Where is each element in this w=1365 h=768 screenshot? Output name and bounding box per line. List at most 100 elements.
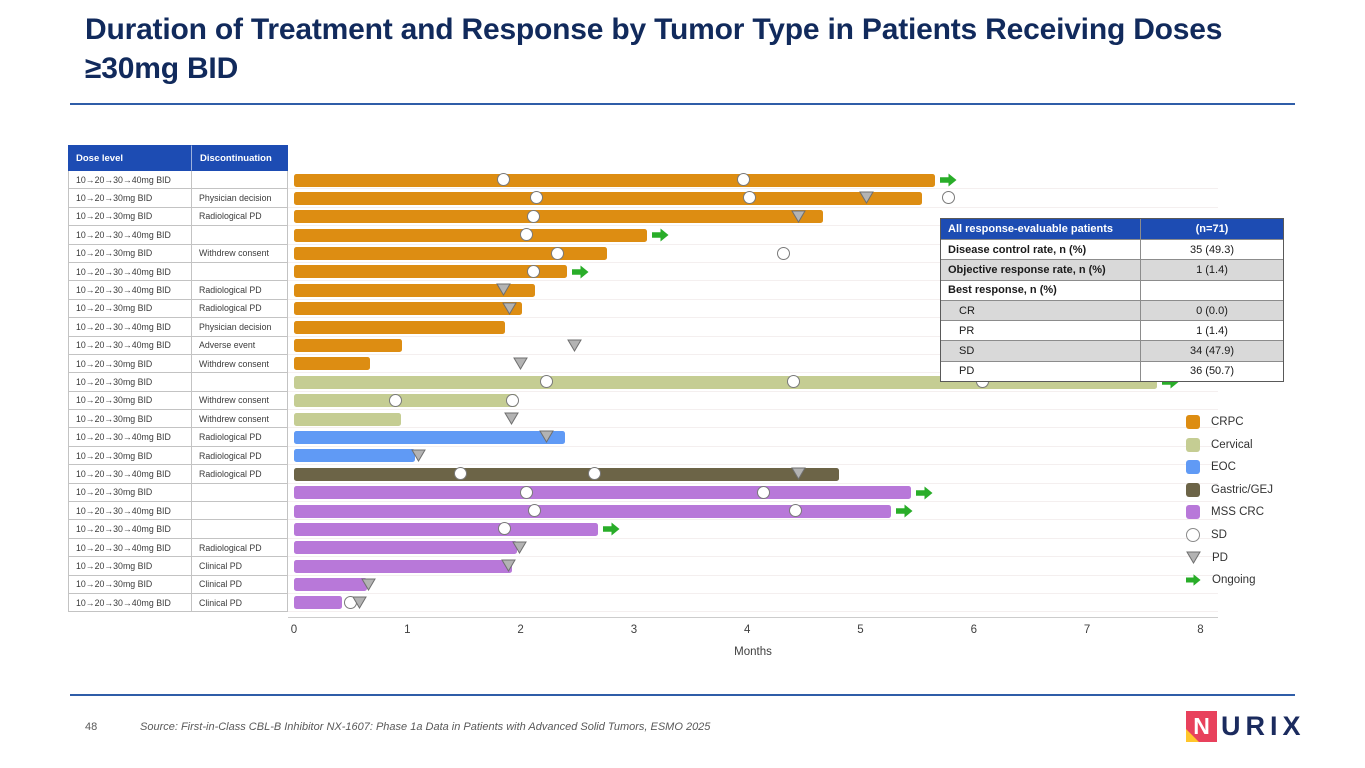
swimmer-lane xyxy=(288,245,1218,263)
summary-table-body: Disease control rate, n (%) 35 (49.3) Obje… xyxy=(941,239,1283,382)
dose-table-header: Dose level Discontinuation xyxy=(68,145,1218,171)
swimmer-row: 10→20→30mg BID Physician decision xyxy=(68,189,1218,208)
discontinuation-cell xyxy=(192,373,288,392)
swimmer-row: 10→20→30mg BID Withdrew consent xyxy=(68,410,1218,429)
swimmer-lane xyxy=(288,318,1218,337)
swimmer-lane xyxy=(288,392,1218,411)
swimmer-lane xyxy=(288,337,1218,355)
summary-row-value: 35 (49.3) xyxy=(1189,243,1235,256)
legend-label: PD xyxy=(1212,551,1228,564)
legend-item: CRPC xyxy=(1186,415,1273,429)
discontinuation-cell: Adverse event xyxy=(192,336,288,355)
summary-row-value: 1 (1.4) xyxy=(1196,324,1228,337)
dose-level-cell: 10→20→30→40mg BID xyxy=(68,318,192,337)
treatment-bar xyxy=(294,504,892,518)
swimmer-lane xyxy=(288,557,1218,576)
summary-row: Objective response rate, n (%) 1 (1.4) xyxy=(941,259,1283,280)
treatment-bar xyxy=(294,430,565,444)
sd-marker xyxy=(526,264,540,278)
treatment-bar xyxy=(294,191,922,205)
dose-level-cell: 10→20→30→40mg BID xyxy=(68,520,192,539)
discontinuation-cell: Radiological PD xyxy=(192,299,288,319)
treatment-bar xyxy=(294,486,912,500)
summary-row: SD 34 (47.9) xyxy=(941,340,1283,361)
dose-level-cell: 10→20→30mg BID xyxy=(68,446,192,466)
dose-level-cell: 10→20→30→40mg BID xyxy=(68,262,192,282)
swimmer-lane xyxy=(288,208,1218,227)
swimmer-lane xyxy=(288,484,1218,503)
legend: CRPC Cervical EOC Gastric/GEJ MSS CRC SD PD Ong… xyxy=(1186,415,1273,587)
summary-row: PD 36 (50.7) xyxy=(941,360,1283,382)
discontinuation-cell: Clinical PD xyxy=(192,575,288,594)
sd-marker xyxy=(540,375,554,389)
pd-marker xyxy=(539,430,555,444)
sd-marker xyxy=(454,467,468,481)
summary-table-header: All response-evaluable patients (n=71) xyxy=(941,219,1283,239)
x-tick-label: 3 xyxy=(630,624,638,637)
legend-label: CRPC xyxy=(1211,416,1244,428)
summary-row-value: 0 (0.0) xyxy=(1196,304,1228,317)
discontinuation-cell: Withdrew consent xyxy=(192,244,288,263)
nurix-logo: N URIX xyxy=(1186,711,1306,742)
swimmer-row: 10→20→30mg BID Radiological PD xyxy=(68,299,1218,319)
summary-row: PR 1 (1.4) xyxy=(941,320,1283,341)
discontinuation-cell: Withdrew consent xyxy=(192,410,288,429)
x-tick-label: 5 xyxy=(857,624,864,637)
treatment-bar xyxy=(294,173,936,187)
pd-marker xyxy=(361,578,377,591)
discontinuation-cell: Radiological PD xyxy=(192,207,288,227)
summary-row-label: PR xyxy=(941,321,1141,341)
sd-marker xyxy=(498,522,512,536)
summary-row-label: Best response, n (%) xyxy=(941,280,1141,300)
x-tick-label: 6 xyxy=(970,624,977,637)
logo-square: N xyxy=(1186,711,1217,742)
dose-level-cell: 10→20→30→40mg BID xyxy=(68,226,192,245)
sd-marker xyxy=(737,173,751,186)
treatment-bar xyxy=(294,339,402,353)
ongoing-arrow xyxy=(940,173,957,187)
treatment-bar xyxy=(294,467,839,481)
discontinuation-cell: Withdrew consent xyxy=(192,354,288,374)
swimmer-lane xyxy=(288,465,1218,484)
summary-row: Disease control rate, n (%) 35 (49.3) xyxy=(941,239,1283,260)
source-text: Source: First-in-Class CBL-B Inhibitor N… xyxy=(140,721,711,733)
pd-marker xyxy=(411,449,427,462)
legend-cervical-swatch xyxy=(1186,437,1200,452)
legend-item: Cervical xyxy=(1186,437,1273,452)
logo-wordmark: URIX xyxy=(1221,711,1306,741)
discontinuation-cell xyxy=(192,171,288,190)
dose-level-cell: 10→20→30→40mg BID xyxy=(68,171,192,190)
page-title: Duration of Treatment and Response by Tu… xyxy=(85,13,1223,85)
pd-triangle-icon xyxy=(1186,551,1201,565)
sd-circle-icon xyxy=(1186,527,1200,542)
ongoing-arrow xyxy=(652,228,669,242)
legend-label: Cervical xyxy=(1211,438,1253,451)
dose-level-cell: 10→20→30mg BID xyxy=(68,373,192,392)
swimmer-lane xyxy=(288,428,1218,447)
ongoing-arrow xyxy=(572,265,589,279)
swimmer-lane xyxy=(288,171,1218,190)
legend-item: PD xyxy=(1186,551,1273,565)
summary-header-label: All response-evaluable patients xyxy=(941,219,1141,239)
sd-marker xyxy=(519,485,533,499)
legend-label: Ongoing xyxy=(1212,574,1256,587)
swimmer-lane xyxy=(288,300,1218,319)
pd-marker xyxy=(501,302,517,315)
swimmer-row: 10→20→30mg BID xyxy=(68,483,1218,503)
swimmer-row: 10→20→30→40mg BID Adverse event xyxy=(68,336,1218,355)
treatment-bar xyxy=(294,357,370,371)
swimmer-row: 10→20→30→40mg BID xyxy=(68,226,1218,245)
summary-row-label: CR xyxy=(941,300,1141,321)
sd-marker xyxy=(789,504,803,518)
discontinuation-cell: Radiological PD xyxy=(192,446,288,466)
legend-label: MSS CRC xyxy=(1211,506,1265,519)
sd-marker xyxy=(527,504,541,518)
swimmer-row: 10→20→30mg BID Withdrew consent xyxy=(68,391,1218,411)
treatment-bar xyxy=(294,449,416,463)
swimmer-row: 10→20→30→40mg BID Radiological PD xyxy=(68,428,1218,447)
discontinuation-cell: Radiological PD xyxy=(192,281,288,300)
pd-marker xyxy=(352,596,368,609)
discontinuation-cell xyxy=(192,226,288,245)
swimmer-lane xyxy=(288,594,1218,613)
